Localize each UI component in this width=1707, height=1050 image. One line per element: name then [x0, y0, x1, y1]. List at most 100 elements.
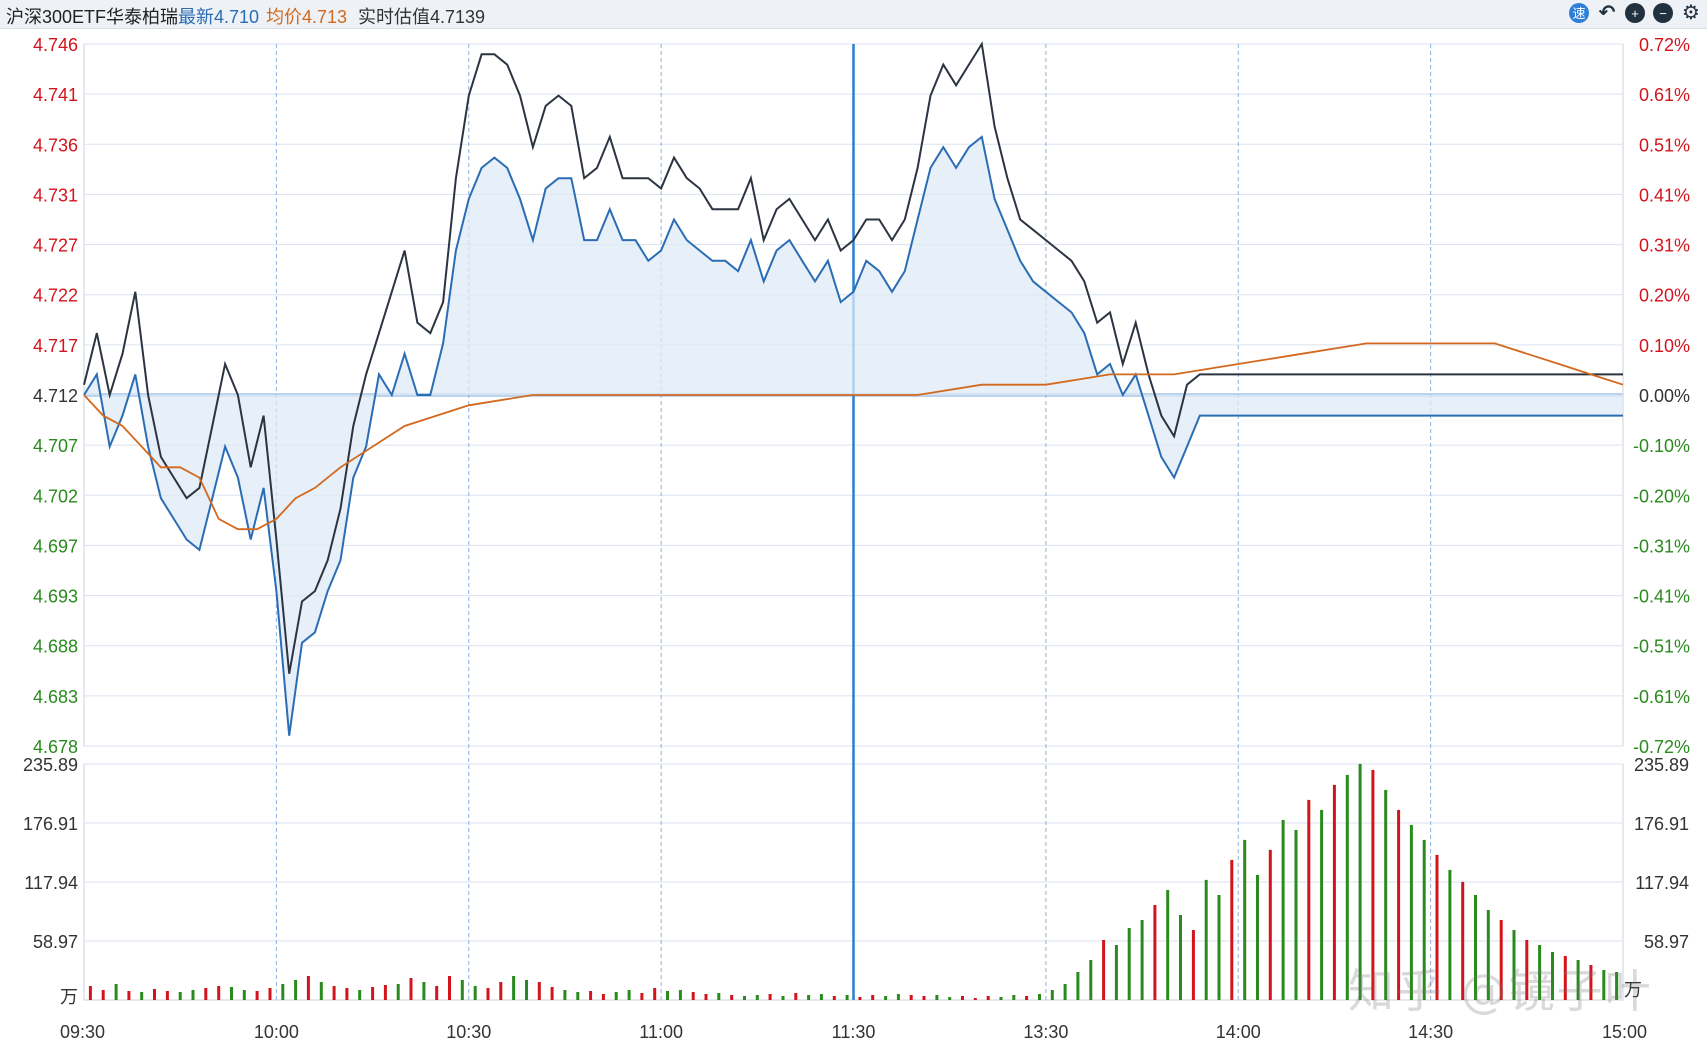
undo-icon-glyph: ↶: [1598, 2, 1616, 24]
percent-tick-label: 0.31%: [1639, 236, 1690, 256]
time-tick-label: 11:30: [832, 1022, 876, 1042]
zoom-in-icon[interactable]: +: [1625, 3, 1645, 23]
volume-bar: [383, 985, 387, 1000]
toolbar-icons: 速 ↶ + − ⚙: [1569, 3, 1701, 23]
volume-bar: [332, 986, 336, 1000]
settings-icon-glyph: ⚙: [1682, 2, 1700, 24]
avg-value: 4.713: [302, 7, 348, 27]
latest-price: 最新4.710: [178, 3, 259, 29]
volume-bar: [1230, 859, 1234, 1000]
volume-tick-label: 176.91: [23, 814, 78, 834]
volume-bar: [1371, 769, 1375, 1000]
price-area-fill: [84, 136, 1623, 736]
volume-bar: [396, 984, 400, 1000]
volume-bar: [499, 982, 503, 1000]
volume-bar: [627, 990, 631, 1000]
time-tick-label: 09:30: [60, 1022, 105, 1042]
volume-bar: [1140, 920, 1144, 1000]
time-tick-label: 11:00: [639, 1022, 683, 1042]
undo-icon[interactable]: ↶: [1597, 3, 1617, 23]
volume-tick-label-right: 176.91: [1634, 814, 1689, 834]
average-price-line: [83, 342, 1624, 531]
volume-bar: [140, 992, 144, 1000]
volume-bar: [640, 993, 644, 1000]
percent-tick-label: -0.10%: [1633, 436, 1690, 456]
percent-tick-label: 0.20%: [1639, 286, 1690, 306]
volume-bar: [255, 991, 259, 1000]
volume-bar: [781, 996, 785, 1000]
price-tick-label: 4.707: [33, 436, 78, 456]
volume-bar: [986, 996, 990, 1000]
volume-bar: [871, 995, 875, 1000]
volume-bar: [678, 990, 682, 1000]
volume-bar: [1345, 774, 1349, 1000]
volume-bar: [1179, 915, 1182, 1000]
axis-label-layer: 4.746 0.72% 4.741 0.61% 4.736 0.51% 4.731 0.41%…: [23, 35, 1690, 1042]
zoom-out-icon[interactable]: −: [1653, 3, 1673, 23]
volume-tick-label: 235.89: [23, 755, 78, 775]
time-tick-label: 15:00: [1602, 1022, 1647, 1042]
volume-bar: [1615, 972, 1619, 1000]
volume-bar: [1499, 920, 1503, 1000]
volume-bar: [704, 994, 708, 1000]
estimate-line: [83, 41, 1623, 674]
volume-bar: [1153, 905, 1157, 1000]
volume-bar: [1063, 984, 1067, 1000]
volume-bar: [1076, 972, 1080, 1000]
time-tick-label: 14:30: [1408, 1022, 1453, 1042]
volume-bar: [306, 976, 310, 1000]
volume-bar: [1512, 930, 1516, 1000]
volume-bar: [1486, 910, 1490, 1000]
speed-icon[interactable]: 速: [1569, 3, 1589, 23]
volume-bar: [935, 995, 939, 1000]
volume-bar: [1204, 879, 1208, 1000]
price-tick-label: 4.688: [33, 637, 78, 657]
volume-bar: [666, 991, 669, 1000]
volume-bar: [691, 992, 695, 1000]
zoom-in-icon-glyph: +: [1631, 5, 1639, 21]
volume-bar: [101, 990, 105, 1000]
time-tick-label: 13:30: [1023, 1022, 1068, 1042]
volume-tick-label: 58.97: [33, 932, 78, 952]
volume-bar: [884, 996, 888, 1000]
time-tick-label: 14:00: [1216, 1022, 1261, 1042]
volume-bar: [178, 992, 182, 1000]
volume-unit-label: 万: [60, 987, 78, 1007]
volume-bar: [165, 991, 169, 1000]
percent-tick-label: 0.41%: [1639, 185, 1690, 205]
volume-bar: [114, 984, 118, 1000]
realtime-estimate: 实时估值4.7139: [358, 3, 485, 29]
volume-bar: [922, 996, 926, 1000]
speed-icon-glyph: 速: [1572, 5, 1586, 21]
volume-bar: [473, 986, 477, 1000]
header-bar: 沪深300ETF华泰柏瑞 最新4.710 均价4.713 实时估值4.7139 …: [0, 0, 1707, 29]
volume-bar: [319, 982, 323, 1000]
volume-bar: [1538, 945, 1542, 1000]
volume-bar: [268, 988, 272, 1000]
fund-name-text: 沪深300ETF华泰柏瑞: [6, 7, 179, 27]
volume-bar: [486, 988, 490, 1000]
volume-bar: [1551, 952, 1554, 1000]
estimate-value: 4.7139: [430, 7, 486, 27]
volume-layer: [88, 763, 1619, 1000]
price-tick-label: 4.683: [33, 687, 78, 707]
volume-bar: [1166, 889, 1170, 1000]
volume-bar: [1358, 763, 1362, 1000]
volume-bar: [550, 987, 554, 1000]
volume-bar: [1256, 874, 1259, 1000]
volume-bar: [730, 995, 734, 1000]
volume-bar: [242, 990, 246, 1000]
watermark: 知乎 @镜子叶: [1348, 964, 1653, 1018]
volume-bar: [1422, 839, 1426, 1000]
settings-icon[interactable]: ⚙: [1681, 3, 1701, 23]
volume-bar: [755, 995, 759, 1000]
price-tick-label: 4.731: [33, 185, 78, 205]
price-tick-label: 4.693: [33, 587, 78, 607]
percent-tick-label: -0.20%: [1633, 486, 1690, 506]
price-tick-label: 4.736: [33, 135, 78, 155]
price-tick-label: 4.727: [33, 236, 78, 256]
percent-tick-label: 0.72%: [1639, 35, 1690, 55]
volume-bar: [422, 982, 426, 1000]
volume-bar: [832, 996, 836, 1000]
